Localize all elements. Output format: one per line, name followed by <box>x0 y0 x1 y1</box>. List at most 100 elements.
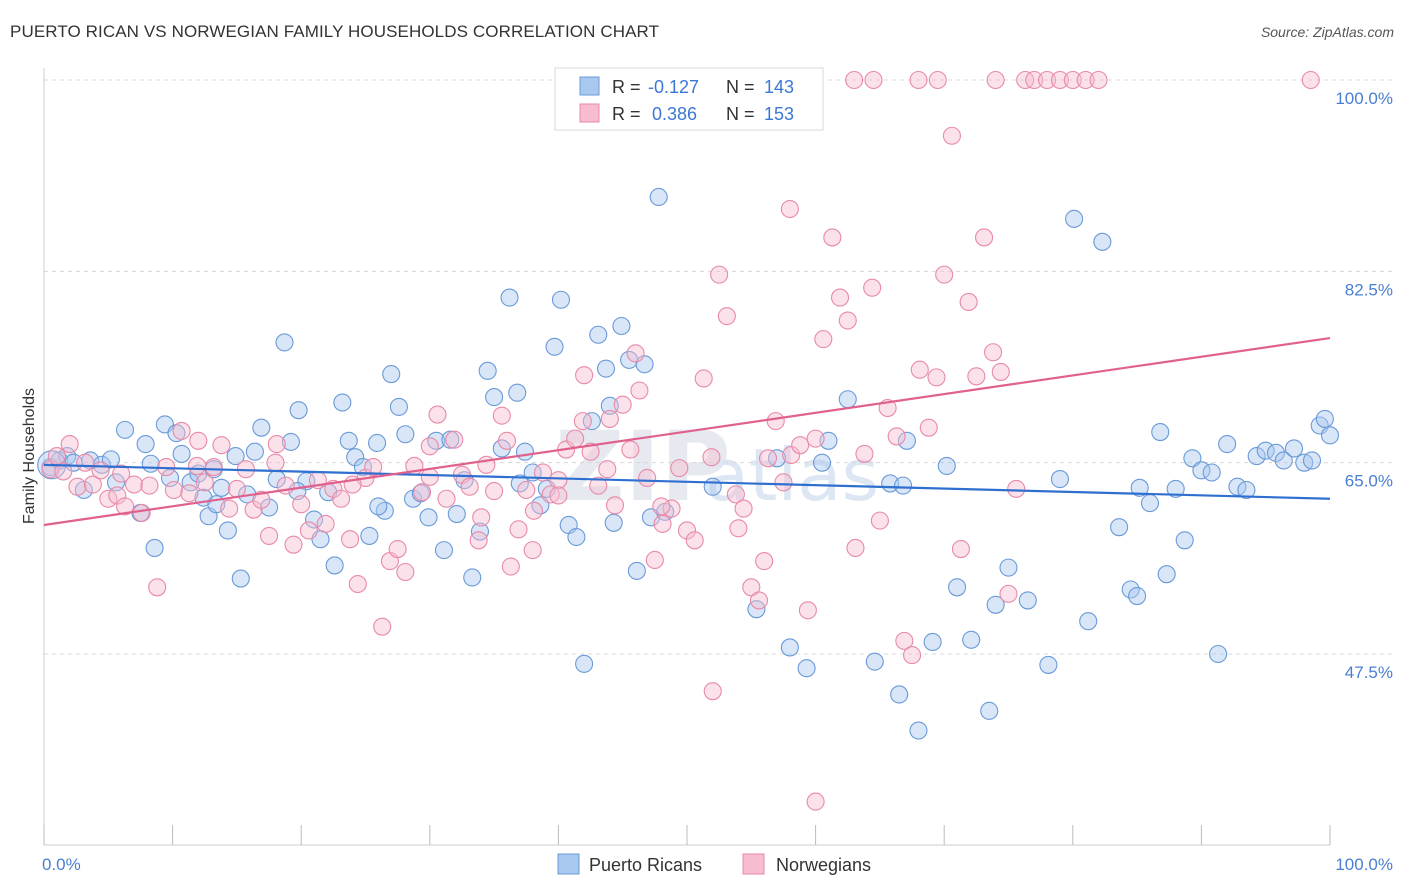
puerto-ricans-point-139 <box>600 396 619 415</box>
puerto-ricans-point-32 <box>275 333 294 352</box>
norwegians-point-135 <box>780 199 799 219</box>
norwegians-point-69 <box>589 476 608 495</box>
norwegians-point-84 <box>710 265 729 284</box>
norwegians-point-146 <box>729 519 748 538</box>
norwegians-point-23 <box>220 499 239 518</box>
puerto-ricans-point-98 <box>962 630 981 649</box>
norwegians-point-81 <box>685 531 704 550</box>
x-minor-ticks <box>43 825 1331 845</box>
puerto-ricans-point-128 <box>1302 451 1322 470</box>
y-tick-label-3: 47.5% <box>1345 663 1393 682</box>
norwegians-point-149 <box>575 366 594 385</box>
norwegians-point-4 <box>68 477 87 496</box>
legend-r-value-1: -0.127 <box>648 77 699 97</box>
norwegians-point-119 <box>991 362 1010 381</box>
puerto-ricans-point-125 <box>1274 451 1293 470</box>
puerto-ricans-point-115 <box>1183 449 1202 468</box>
puerto-ricans-point-132 <box>1128 587 1147 606</box>
norwegians-point-49 <box>428 405 447 424</box>
puerto-ricans-point-112 <box>1157 565 1176 584</box>
puerto-ricans-point-56 <box>447 505 466 524</box>
norwegians-point-116 <box>967 367 986 386</box>
puerto-ricans-point-72 <box>567 527 586 547</box>
puerto-ricans-point-134 <box>893 476 913 495</box>
puerto-ricans-point-29 <box>252 418 271 437</box>
norwegians-point-11 <box>124 475 144 494</box>
norwegians-point-138 <box>549 486 568 505</box>
legend-box <box>554 67 824 131</box>
y-tick-labels: 100.0% 82.5% 65.0% 47.5% <box>1335 89 1393 682</box>
norwegians-point-110 <box>919 418 938 437</box>
puerto-ricans-point-122 <box>1247 447 1266 466</box>
bottom-legend-label-2: Norwegians <box>776 855 871 875</box>
puerto-ricans-point-36 <box>305 510 324 529</box>
norwegians-point-70 <box>598 460 617 479</box>
puerto-ricans-point-103 <box>1050 470 1069 489</box>
puerto-ricans-point-70 <box>551 290 571 309</box>
puerto-ricans-point-26 <box>231 569 250 588</box>
norwegians-point-47 <box>413 483 432 502</box>
norwegians-point-22 <box>212 436 231 455</box>
y-tick-label-1: 82.5% <box>1345 280 1393 299</box>
norwegians-point-139 <box>497 431 517 450</box>
norwegians-point-93 <box>782 445 801 465</box>
puerto-ricans-point-41 <box>339 431 358 450</box>
legend-swatch-pink <box>579 103 600 123</box>
norwegians-point-6 <box>83 475 102 494</box>
norwegians-point-98 <box>823 228 842 247</box>
puerto-ricans-point-33 <box>281 432 300 451</box>
puerto-ricans-point-63 <box>500 288 519 307</box>
norwegians-point-151 <box>523 541 542 560</box>
series-puerto-ricans-points <box>37 187 1340 740</box>
norwegians-point-150 <box>626 344 645 363</box>
puerto-ricans-point-121 <box>1237 480 1256 500</box>
bottom-legend-swatch-pink <box>742 853 765 875</box>
puerto-ricans-point-9 <box>115 420 135 439</box>
norwegians-point-61 <box>524 501 544 520</box>
legend-r-label-1: R = <box>612 77 641 97</box>
norwegians-point-37 <box>332 489 351 508</box>
norwegians-point-73 <box>621 440 640 459</box>
puerto-ricans-point-83 <box>649 187 668 207</box>
puerto-ricans-point-76 <box>596 359 616 378</box>
norwegians-point-68 <box>581 442 600 461</box>
norwegians-point-147 <box>755 552 774 571</box>
norwegians-point-53 <box>460 477 479 496</box>
puerto-ricans-point-25 <box>226 447 245 466</box>
y-tick-label-2: 65.0% <box>1345 472 1393 491</box>
puerto-ricans-point-99 <box>980 701 999 720</box>
norwegians-point-56 <box>485 482 504 501</box>
puerto-ricans-point-58 <box>463 568 482 587</box>
norwegians-point-59 <box>509 520 528 539</box>
norwegians-point-45 <box>396 562 415 582</box>
puerto-ricans-point-95 <box>923 632 942 652</box>
norwegians-point-90 <box>758 449 778 468</box>
norwegians-point-87 <box>734 499 753 518</box>
norwegians-point-16 <box>164 480 183 500</box>
norwegians-point-18 <box>180 484 199 503</box>
legend-n-value-2: 153 <box>764 104 794 124</box>
norwegians-point-21 <box>204 457 223 477</box>
trend-line-norwegians <box>43 336 1331 527</box>
norwegians-point-10 <box>115 497 135 516</box>
puerto-ricans-point-77 <box>604 513 623 532</box>
norwegians-point-137 <box>806 792 825 811</box>
norwegians-point-58 <box>501 557 520 576</box>
puerto-ricans-point-34 <box>289 401 308 420</box>
norwegians-point-83 <box>702 448 721 467</box>
norwegians-point-71 <box>605 496 625 515</box>
y-axis-label: Family Households <box>21 388 38 524</box>
puerto-ricans-point-69 <box>545 337 564 356</box>
legend-n-label-1: N = <box>726 77 755 97</box>
puerto-ricans-point-110 <box>1140 494 1160 513</box>
norwegians-point-108 <box>902 646 922 665</box>
puerto-ricans-point-106 <box>1093 232 1112 251</box>
norwegians-point-3 <box>60 435 79 454</box>
puerto-ricans-point-78 <box>612 316 631 336</box>
norwegians-point-112 <box>935 265 954 284</box>
puerto-ricans-point-130 <box>1315 409 1334 428</box>
norwegians-point-50 <box>437 489 456 508</box>
trend-lines <box>43 336 1331 527</box>
norwegians-point-13 <box>140 476 159 495</box>
norwegians-point-38 <box>341 530 360 549</box>
